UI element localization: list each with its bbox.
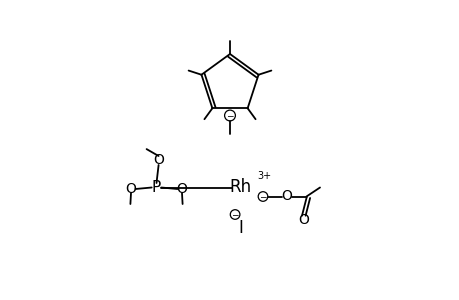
Text: O: O <box>153 154 164 167</box>
Text: −: − <box>259 192 266 201</box>
Text: Rh: Rh <box>229 178 251 196</box>
Text: −: − <box>226 111 233 120</box>
Text: 3+: 3+ <box>257 171 270 181</box>
Text: O: O <box>125 182 136 196</box>
Text: −: − <box>231 210 238 219</box>
Text: O: O <box>176 182 187 196</box>
Text: O: O <box>281 190 292 203</box>
Text: I: I <box>238 219 242 237</box>
Text: P: P <box>151 180 161 195</box>
Text: O: O <box>297 214 308 227</box>
